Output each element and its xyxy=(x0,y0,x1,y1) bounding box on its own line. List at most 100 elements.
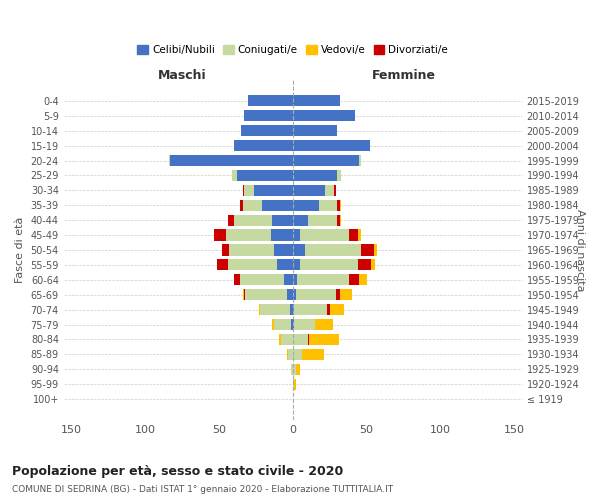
Bar xyxy=(293,200,319,211)
Bar xyxy=(359,155,361,166)
Bar xyxy=(340,200,341,211)
Bar xyxy=(300,230,349,240)
Bar xyxy=(293,364,296,375)
Bar xyxy=(254,185,293,196)
Bar xyxy=(259,304,260,315)
Bar xyxy=(293,230,300,240)
Bar xyxy=(305,244,361,256)
Bar xyxy=(217,260,228,270)
Bar xyxy=(244,110,293,122)
Bar xyxy=(248,96,293,106)
Bar xyxy=(233,274,239,285)
Bar xyxy=(228,260,277,270)
Text: Femmine: Femmine xyxy=(371,68,436,82)
Bar xyxy=(169,155,170,166)
Bar xyxy=(274,319,291,330)
Bar xyxy=(241,125,293,136)
Bar xyxy=(358,230,361,240)
Bar xyxy=(242,185,244,196)
Bar xyxy=(228,214,233,226)
Bar xyxy=(222,244,229,256)
Bar xyxy=(293,185,325,196)
Bar xyxy=(233,214,272,226)
Bar xyxy=(274,244,293,256)
Bar xyxy=(335,289,340,300)
Bar xyxy=(349,274,359,285)
Bar xyxy=(280,334,281,345)
Bar xyxy=(239,200,242,211)
Bar xyxy=(284,274,293,285)
Bar xyxy=(300,260,358,270)
Bar xyxy=(293,244,305,256)
Bar xyxy=(242,289,244,300)
Bar xyxy=(281,334,293,345)
Bar xyxy=(309,334,338,345)
Bar xyxy=(260,304,290,315)
Bar xyxy=(296,364,300,375)
Bar xyxy=(291,364,293,375)
Text: Maschi: Maschi xyxy=(158,68,206,82)
Bar xyxy=(315,319,332,330)
Bar xyxy=(302,349,324,360)
Bar xyxy=(293,319,294,330)
Bar xyxy=(349,230,358,240)
Bar xyxy=(293,96,340,106)
Bar xyxy=(359,274,367,285)
Bar xyxy=(244,289,245,300)
Bar xyxy=(337,200,340,211)
Bar xyxy=(287,349,289,360)
Bar xyxy=(293,378,294,390)
Bar xyxy=(232,170,236,181)
Bar xyxy=(293,140,370,151)
Bar xyxy=(293,334,308,345)
Bar xyxy=(293,260,300,270)
Text: Popolazione per età, sesso e stato civile - 2020: Popolazione per età, sesso e stato civil… xyxy=(12,465,343,478)
Bar xyxy=(291,319,293,330)
Bar xyxy=(293,170,337,181)
Bar xyxy=(242,200,262,211)
Bar xyxy=(262,200,293,211)
Legend: Celibi/Nubili, Coniugati/e, Vedovi/e, Divorziati/e: Celibi/Nubili, Coniugati/e, Vedovi/e, Di… xyxy=(133,41,452,60)
Bar xyxy=(340,214,341,226)
Bar xyxy=(277,260,293,270)
Bar xyxy=(289,349,293,360)
Bar xyxy=(294,378,296,390)
Bar xyxy=(293,214,308,226)
Bar xyxy=(245,289,287,300)
Bar xyxy=(308,214,337,226)
Bar xyxy=(293,155,359,166)
Bar xyxy=(297,274,349,285)
Bar xyxy=(229,244,274,256)
Bar xyxy=(239,274,284,285)
Bar xyxy=(293,110,355,122)
Bar xyxy=(236,170,293,181)
Bar xyxy=(296,289,335,300)
Bar xyxy=(374,244,377,256)
Bar xyxy=(371,260,376,270)
Bar xyxy=(272,319,274,330)
Bar xyxy=(294,304,327,315)
Text: COMUNE DI SEDRINA (BG) - Dati ISTAT 1° gennaio 2020 - Elaborazione TUTTITALIA.IT: COMUNE DI SEDRINA (BG) - Dati ISTAT 1° g… xyxy=(12,485,393,494)
Bar xyxy=(214,230,226,240)
Bar xyxy=(244,185,254,196)
Bar xyxy=(233,140,293,151)
Bar xyxy=(226,230,271,240)
Bar xyxy=(287,289,293,300)
Bar xyxy=(337,214,340,226)
Y-axis label: Anni di nascita: Anni di nascita xyxy=(575,208,585,291)
Bar xyxy=(170,155,293,166)
Bar xyxy=(337,170,341,181)
Bar xyxy=(327,304,329,315)
Bar xyxy=(319,200,337,211)
Bar xyxy=(293,289,296,300)
Bar xyxy=(334,185,335,196)
Bar xyxy=(272,214,293,226)
Bar xyxy=(271,230,293,240)
Bar xyxy=(340,289,352,300)
Bar xyxy=(329,304,344,315)
Bar xyxy=(358,260,371,270)
Bar xyxy=(294,319,315,330)
Bar xyxy=(290,304,293,315)
Bar xyxy=(361,244,374,256)
Bar xyxy=(293,125,337,136)
